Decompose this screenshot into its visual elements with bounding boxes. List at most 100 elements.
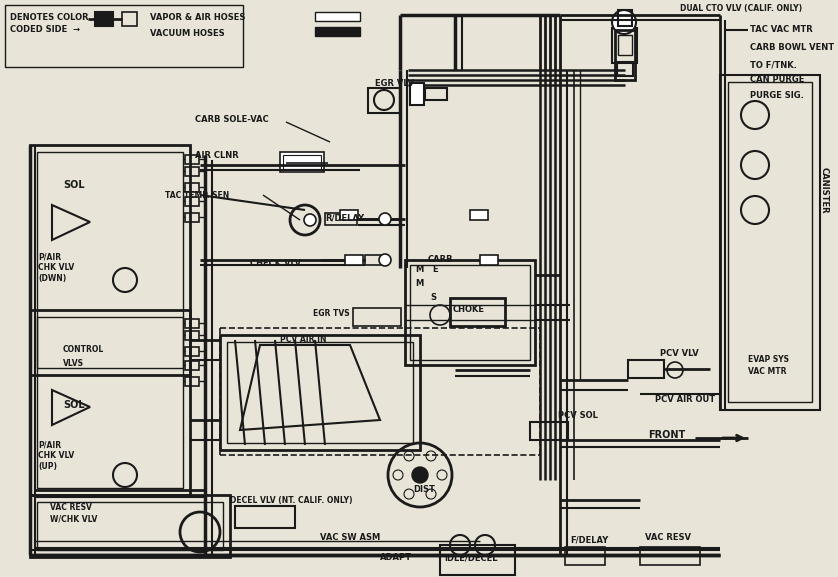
Text: CODED SIDE  →: CODED SIDE → bbox=[10, 25, 80, 35]
Bar bbox=[325, 213, 357, 225]
Bar bbox=[450, 298, 505, 326]
Bar bbox=[30, 145, 190, 375]
Text: W/CHK VLV: W/CHK VLV bbox=[50, 515, 97, 523]
Bar bbox=[235, 506, 295, 528]
Text: TO F/TNK.: TO F/TNK. bbox=[750, 61, 797, 69]
Text: (DWN): (DWN) bbox=[38, 275, 66, 283]
Bar bbox=[185, 183, 199, 192]
Text: EGR VLV: EGR VLV bbox=[375, 78, 414, 88]
Text: VLVS: VLVS bbox=[63, 358, 84, 368]
Bar bbox=[5, 5, 243, 67]
Circle shape bbox=[304, 214, 316, 226]
Bar bbox=[30, 310, 190, 495]
Bar bbox=[95, 12, 113, 26]
Bar bbox=[122, 12, 137, 26]
Text: R/DELAY: R/DELAY bbox=[325, 213, 365, 223]
Text: E: E bbox=[432, 265, 437, 275]
Bar bbox=[283, 155, 321, 169]
Text: CARB SOLE-VAC: CARB SOLE-VAC bbox=[195, 115, 269, 125]
Text: DIST: DIST bbox=[413, 485, 435, 494]
Bar bbox=[315, 27, 360, 36]
Text: PURGE SIG.: PURGE SIG. bbox=[750, 91, 804, 99]
Bar bbox=[345, 255, 363, 265]
Text: IDLE/DECEL: IDLE/DECEL bbox=[444, 553, 498, 563]
Text: VACUUM HOSES: VACUUM HOSES bbox=[150, 28, 225, 38]
Bar bbox=[530, 422, 568, 440]
Bar bbox=[185, 319, 199, 328]
Bar bbox=[368, 88, 400, 113]
Text: TAC TEMP. SEN: TAC TEMP. SEN bbox=[165, 190, 230, 200]
Bar bbox=[185, 213, 199, 222]
Circle shape bbox=[412, 467, 428, 483]
Text: SOL: SOL bbox=[63, 400, 85, 410]
Text: M: M bbox=[415, 279, 423, 287]
Text: EGR TVS: EGR TVS bbox=[313, 309, 349, 317]
Text: AIR CLNR: AIR CLNR bbox=[195, 151, 239, 159]
Bar bbox=[227, 342, 413, 443]
Text: (UP): (UP) bbox=[38, 463, 57, 471]
Text: P/AIR: P/AIR bbox=[38, 253, 61, 261]
Text: SOL: SOL bbox=[63, 180, 85, 190]
Bar bbox=[185, 361, 199, 370]
Text: PCV AIR IN: PCV AIR IN bbox=[280, 335, 327, 344]
Text: PCV VLV: PCV VLV bbox=[660, 349, 699, 358]
Bar bbox=[340, 210, 358, 220]
Bar bbox=[440, 545, 515, 575]
Text: CHOKE: CHOKE bbox=[453, 305, 485, 314]
Bar bbox=[185, 347, 199, 356]
Text: S: S bbox=[430, 294, 436, 302]
Text: VAC RESV: VAC RESV bbox=[645, 534, 691, 542]
Bar bbox=[565, 547, 605, 565]
Text: M: M bbox=[415, 265, 423, 275]
Text: PCV AIR OUT: PCV AIR OUT bbox=[655, 395, 715, 404]
Text: PCV SOL: PCV SOL bbox=[558, 410, 597, 419]
Bar bbox=[30, 495, 230, 557]
Text: CAN PURGE: CAN PURGE bbox=[750, 76, 804, 84]
Bar bbox=[185, 155, 199, 164]
Bar bbox=[480, 255, 498, 265]
Text: DENOTES COLOR: DENOTES COLOR bbox=[10, 13, 89, 23]
Text: CHECK VLV: CHECK VLV bbox=[250, 258, 301, 268]
Bar bbox=[410, 265, 530, 360]
Circle shape bbox=[379, 254, 391, 266]
Bar bbox=[720, 75, 820, 410]
Bar bbox=[353, 308, 401, 326]
Text: CANISTER: CANISTER bbox=[820, 167, 829, 213]
Text: EVAP SYS: EVAP SYS bbox=[748, 355, 789, 365]
Text: CHK VLV: CHK VLV bbox=[38, 264, 75, 272]
Bar bbox=[728, 82, 812, 402]
Bar bbox=[618, 35, 632, 55]
Bar bbox=[185, 167, 199, 176]
Text: VAC SW ASM: VAC SW ASM bbox=[320, 534, 380, 542]
Bar bbox=[315, 12, 360, 21]
Bar bbox=[405, 260, 535, 365]
Text: CONTROL: CONTROL bbox=[63, 346, 104, 354]
Bar bbox=[628, 360, 664, 378]
Bar bbox=[410, 83, 424, 105]
Bar bbox=[185, 377, 199, 386]
Text: DECEL VLV (NT. CALIF. ONLY): DECEL VLV (NT. CALIF. ONLY) bbox=[230, 496, 353, 504]
Text: CARB: CARB bbox=[428, 256, 453, 264]
Text: ADAPT: ADAPT bbox=[380, 553, 412, 563]
Text: DUAL CTO VLV (CALIF. ONLY): DUAL CTO VLV (CALIF. ONLY) bbox=[680, 3, 802, 13]
Circle shape bbox=[379, 213, 391, 225]
Text: VAC MTR: VAC MTR bbox=[748, 368, 787, 377]
Text: FRONT: FRONT bbox=[648, 430, 685, 440]
Bar bbox=[37, 152, 183, 368]
Bar bbox=[618, 10, 632, 26]
Text: CHK VLV: CHK VLV bbox=[38, 451, 75, 460]
Circle shape bbox=[612, 10, 636, 34]
Bar bbox=[617, 62, 633, 76]
Bar bbox=[615, 30, 635, 80]
Text: VAPOR & AIR HOSES: VAPOR & AIR HOSES bbox=[150, 13, 246, 21]
Bar bbox=[185, 331, 199, 340]
Bar bbox=[640, 547, 700, 565]
Bar bbox=[280, 152, 324, 172]
Bar bbox=[612, 28, 637, 63]
Text: VAC RESV: VAC RESV bbox=[50, 503, 92, 511]
Bar bbox=[37, 502, 223, 550]
Text: P/AIR: P/AIR bbox=[38, 440, 61, 449]
Bar bbox=[220, 335, 420, 450]
Text: TAC VAC MTR: TAC VAC MTR bbox=[750, 25, 813, 35]
Text: F/DELAY: F/DELAY bbox=[570, 535, 608, 545]
